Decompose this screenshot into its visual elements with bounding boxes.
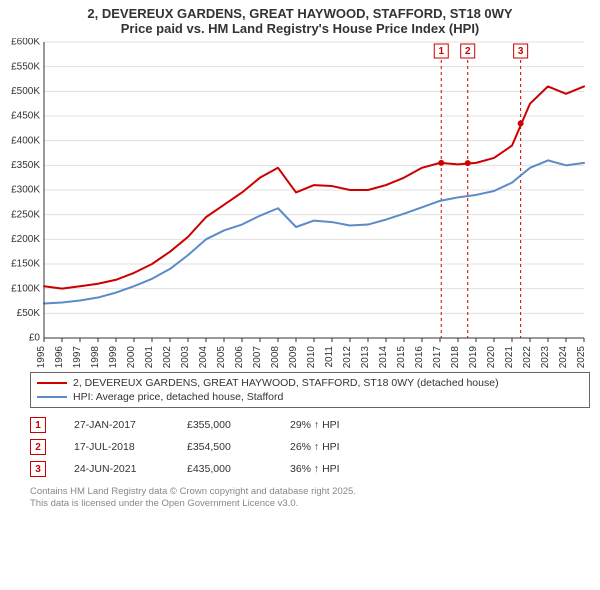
svg-text:2005: 2005 (216, 346, 227, 368)
svg-text:£550K: £550K (11, 61, 40, 72)
svg-text:2022: 2022 (522, 346, 533, 368)
sale-price: £435,000 (187, 463, 262, 475)
price-chart: £0 £50K £100K £150K £200K £250K £300K £350K £400… (0, 38, 590, 368)
footer-line-1: Contains HM Land Registry data © Crown c… (30, 486, 590, 498)
sales-table: 1 27-JAN-2017 £355,000 29% ↑ HPI 2 17-JU… (30, 414, 590, 480)
sale-price: £355,000 (187, 419, 262, 431)
chart-title-block: 2, DEVEREUX GARDENS, GREAT HAYWOOD, STAF… (0, 0, 600, 36)
svg-text:2002: 2002 (162, 346, 173, 368)
svg-text:2017: 2017 (432, 346, 443, 368)
svg-text:2015: 2015 (396, 346, 407, 368)
svg-text:2012: 2012 (342, 346, 353, 368)
svg-text:1995: 1995 (36, 346, 47, 368)
svg-text:£50K: £50K (17, 308, 41, 319)
svg-text:1: 1 (438, 46, 444, 57)
sale-date: 24-JUN-2021 (74, 463, 159, 475)
title-line-1: 2, DEVEREUX GARDENS, GREAT HAYWOOD, STAF… (0, 6, 600, 21)
svg-text:2014: 2014 (378, 346, 389, 368)
sale-marker-icon: 2 (30, 439, 46, 455)
svg-text:1997: 1997 (72, 346, 83, 368)
title-line-2: Price paid vs. HM Land Registry's House … (0, 21, 600, 36)
svg-text:2020: 2020 (486, 346, 497, 368)
attribution-footer: Contains HM Land Registry data © Crown c… (30, 486, 590, 510)
svg-text:1999: 1999 (108, 346, 119, 368)
svg-text:£200K: £200K (11, 234, 40, 245)
svg-text:2021: 2021 (504, 346, 515, 368)
svg-text:2000: 2000 (126, 346, 137, 368)
svg-text:2010: 2010 (306, 346, 317, 368)
legend-label: 2, DEVEREUX GARDENS, GREAT HAYWOOD, STAF… (73, 376, 499, 390)
svg-text:2013: 2013 (360, 346, 371, 368)
legend: 2, DEVEREUX GARDENS, GREAT HAYWOOD, STAF… (30, 372, 590, 408)
svg-text:2024: 2024 (558, 346, 569, 368)
legend-label: HPI: Average price, detached house, Staf… (73, 390, 283, 404)
svg-text:2: 2 (465, 46, 471, 57)
svg-text:£450K: £450K (11, 111, 40, 122)
svg-text:2007: 2007 (252, 346, 263, 368)
svg-text:3: 3 (518, 46, 524, 57)
svg-text:2001: 2001 (144, 346, 155, 368)
svg-text:£600K: £600K (11, 38, 40, 48)
sale-marker-icon: 3 (30, 461, 46, 477)
svg-text:2023: 2023 (540, 346, 551, 368)
svg-text:2003: 2003 (180, 346, 191, 368)
svg-text:2004: 2004 (198, 346, 209, 368)
svg-text:2006: 2006 (234, 346, 245, 368)
svg-text:£150K: £150K (11, 259, 40, 270)
svg-text:2025: 2025 (576, 346, 587, 368)
sales-row: 3 24-JUN-2021 £435,000 36% ↑ HPI (30, 458, 590, 480)
svg-text:2009: 2009 (288, 346, 299, 368)
sale-date: 27-JAN-2017 (74, 419, 159, 431)
sale-marker-icon: 1 (30, 417, 46, 433)
svg-text:£500K: £500K (11, 86, 40, 97)
sale-price: £354,500 (187, 441, 262, 453)
sale-date: 17-JUL-2018 (74, 441, 159, 453)
svg-text:1996: 1996 (54, 346, 65, 368)
legend-item: 2, DEVEREUX GARDENS, GREAT HAYWOOD, STAF… (37, 376, 583, 390)
sale-diff: 29% ↑ HPI (290, 419, 370, 431)
svg-text:£100K: £100K (11, 283, 40, 294)
footer-line-2: This data is licensed under the Open Gov… (30, 498, 590, 510)
svg-text:2008: 2008 (270, 346, 281, 368)
svg-text:1998: 1998 (90, 346, 101, 368)
legend-item: HPI: Average price, detached house, Staf… (37, 390, 583, 404)
legend-swatch (37, 382, 67, 384)
svg-text:£400K: £400K (11, 135, 40, 146)
svg-text:2018: 2018 (450, 346, 461, 368)
svg-text:£0: £0 (29, 333, 41, 344)
svg-text:2011: 2011 (324, 346, 335, 368)
sale-diff: 36% ↑ HPI (290, 463, 370, 475)
sales-row: 1 27-JAN-2017 £355,000 29% ↑ HPI (30, 414, 590, 436)
svg-text:2019: 2019 (468, 346, 479, 368)
sale-diff: 26% ↑ HPI (290, 441, 370, 453)
svg-text:£350K: £350K (11, 160, 40, 171)
legend-swatch (37, 396, 67, 398)
svg-text:2016: 2016 (414, 346, 425, 368)
sales-row: 2 17-JUL-2018 £354,500 26% ↑ HPI (30, 436, 590, 458)
svg-text:£250K: £250K (11, 209, 40, 220)
svg-text:£300K: £300K (11, 185, 40, 196)
